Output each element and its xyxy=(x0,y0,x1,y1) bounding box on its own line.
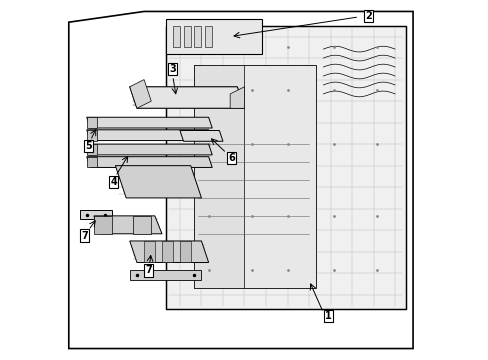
Polygon shape xyxy=(86,157,97,167)
Text: 1: 1 xyxy=(325,311,331,321)
Text: 7: 7 xyxy=(145,265,151,275)
Polygon shape xyxy=(230,87,244,108)
Polygon shape xyxy=(194,65,244,288)
Polygon shape xyxy=(129,270,201,280)
Polygon shape xyxy=(180,241,190,262)
Polygon shape xyxy=(133,216,151,234)
Text: 4: 4 xyxy=(110,177,117,187)
Text: 3: 3 xyxy=(169,64,176,74)
Polygon shape xyxy=(86,130,212,140)
Polygon shape xyxy=(94,216,112,234)
Polygon shape xyxy=(129,87,244,108)
Polygon shape xyxy=(86,157,212,167)
Text: 7: 7 xyxy=(81,231,88,240)
Polygon shape xyxy=(86,144,97,155)
Polygon shape xyxy=(165,26,405,309)
Text: 6: 6 xyxy=(228,153,235,163)
Polygon shape xyxy=(129,80,151,108)
Polygon shape xyxy=(180,131,223,141)
Polygon shape xyxy=(86,144,212,155)
Polygon shape xyxy=(86,117,97,128)
Polygon shape xyxy=(162,241,172,262)
Text: 2: 2 xyxy=(364,11,371,21)
Polygon shape xyxy=(144,241,155,262)
Polygon shape xyxy=(115,166,201,198)
Polygon shape xyxy=(165,19,262,54)
Polygon shape xyxy=(94,216,162,234)
Polygon shape xyxy=(194,65,316,288)
Polygon shape xyxy=(204,26,212,47)
Polygon shape xyxy=(86,130,97,140)
Polygon shape xyxy=(172,26,180,47)
Polygon shape xyxy=(80,211,112,220)
Polygon shape xyxy=(69,12,412,348)
Polygon shape xyxy=(183,26,190,47)
Polygon shape xyxy=(86,117,212,128)
Polygon shape xyxy=(194,26,201,47)
Text: 5: 5 xyxy=(85,141,92,151)
Polygon shape xyxy=(129,241,208,262)
